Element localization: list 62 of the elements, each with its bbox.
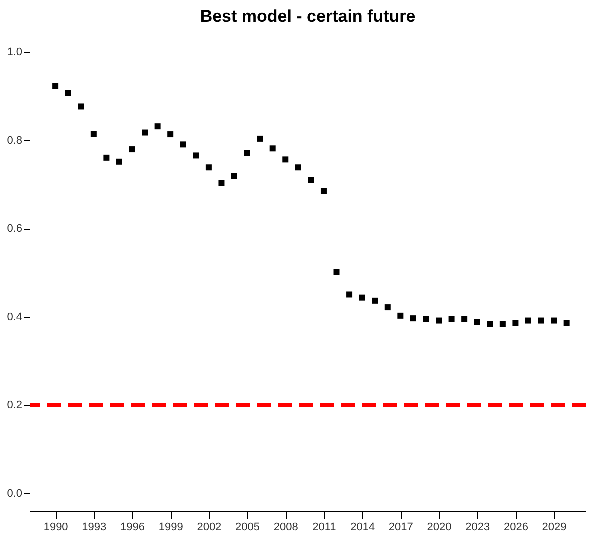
point	[244, 150, 250, 156]
x-tick-label: 2023	[466, 522, 490, 534]
point	[500, 321, 506, 328]
x-tick-label: 2011	[312, 522, 336, 534]
x-tick-label: 2002	[197, 522, 222, 534]
x-tick-label: 2008	[274, 522, 298, 534]
point	[65, 90, 72, 96]
x-tick-label: 2029	[542, 522, 567, 534]
point	[116, 158, 122, 165]
point	[372, 298, 378, 304]
point	[359, 294, 366, 301]
point	[320, 188, 327, 194]
point	[308, 177, 314, 184]
point	[564, 320, 570, 326]
point	[129, 146, 136, 153]
point	[487, 321, 494, 328]
point	[104, 154, 110, 161]
x-tick-label: 2017	[388, 522, 414, 534]
point	[206, 164, 212, 171]
point	[52, 83, 59, 90]
point	[384, 304, 391, 311]
point	[512, 320, 519, 326]
point	[436, 318, 442, 324]
point	[168, 132, 174, 138]
point	[282, 156, 289, 163]
point	[410, 316, 416, 322]
point	[295, 164, 302, 171]
y-tick-label: 0.2	[7, 400, 22, 412]
y-tick-label: 0.0	[7, 488, 22, 500]
x-tick-label: 1999	[158, 522, 184, 534]
point	[218, 180, 225, 186]
point	[257, 136, 264, 142]
x-tick-label: 2014	[350, 522, 376, 534]
point	[78, 104, 84, 110]
y-tick-label: 0.6	[7, 223, 22, 236]
point	[90, 131, 97, 138]
point	[180, 142, 186, 148]
point	[551, 318, 558, 324]
point	[448, 316, 455, 322]
point	[154, 124, 161, 130]
point	[142, 130, 148, 136]
y-tick-label: 1.0	[7, 46, 22, 58]
point	[462, 316, 468, 322]
x-tick-label: 2005	[236, 522, 260, 534]
x-tick-label: 1996	[120, 522, 145, 534]
x-tick-label: 2020	[427, 522, 452, 534]
point	[538, 318, 544, 324]
point	[398, 312, 404, 319]
chart-title: Best model - certain future	[200, 7, 416, 26]
x-tick-label: 1993	[82, 522, 107, 534]
y-tick-label: 0.8	[7, 134, 22, 147]
point	[423, 316, 430, 322]
point	[525, 318, 532, 324]
point	[232, 173, 238, 180]
y-tick-label: 0.4	[7, 311, 22, 324]
point	[193, 152, 200, 159]
point	[270, 146, 276, 152]
point	[334, 269, 340, 276]
point	[474, 319, 480, 326]
point	[346, 292, 353, 298]
x-tick-label: 2026	[504, 522, 528, 534]
x-tick-label: 1990	[44, 522, 68, 534]
